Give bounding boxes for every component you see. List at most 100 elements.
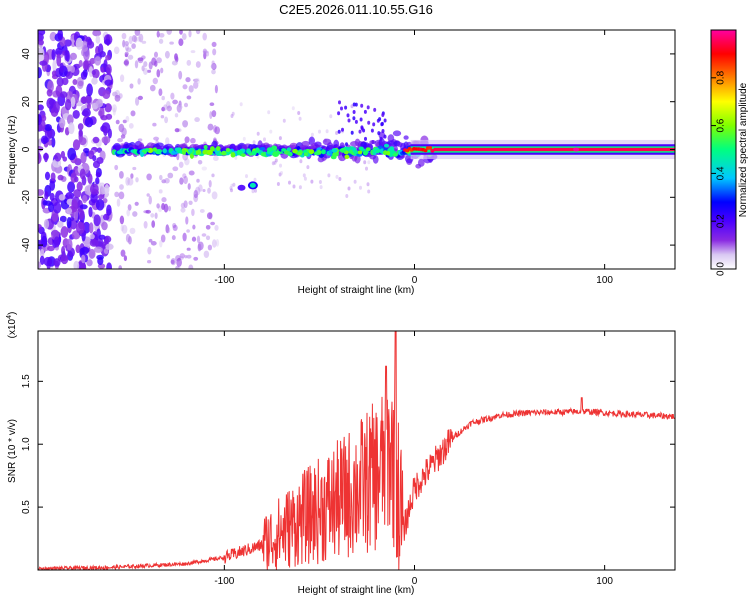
spectrogram-blob (303, 152, 309, 157)
spectrogram-blob (90, 191, 98, 204)
spectrogram-blob (241, 153, 246, 157)
spectrogram-blob (96, 254, 104, 260)
spectrogram-blob (64, 39, 72, 47)
spectrogram-blob (143, 61, 148, 68)
spectrogram-blob (365, 147, 371, 152)
spectrogram-blob (119, 184, 124, 190)
spectrogram-blob (123, 60, 129, 66)
spectrogram-blob (260, 152, 266, 157)
stable-band-core (433, 147, 675, 152)
spectrogram-blob (215, 146, 221, 151)
spectrogram-blob (225, 147, 231, 153)
spectrogram-blob (92, 136, 100, 144)
spectrogram-blob (318, 180, 322, 184)
spectrogram-blob (146, 173, 152, 181)
spectrogram-blob (354, 119, 358, 124)
spectrogram-blob (381, 129, 385, 133)
spectrogram-blob (73, 189, 82, 198)
spectrogram-heatmap (38, 30, 675, 269)
spectrogram-blob (114, 164, 119, 171)
x-tick-label: -100 (214, 576, 234, 587)
spectrogram-blob (66, 238, 73, 251)
spectrogram-blob (337, 129, 341, 134)
spectrogram-blob (64, 49, 69, 62)
spectrogram-blob (246, 149, 252, 154)
spectrogram-blob (206, 212, 213, 220)
spectrogram-blob (366, 105, 370, 110)
figure-title: C2E5.2026.011.10.55.G16 (279, 2, 433, 17)
spectrogram-blob (106, 262, 112, 269)
spectrogram-blob (383, 143, 390, 148)
spectrogram-blob (167, 205, 172, 212)
spectrogram-blob (100, 114, 108, 121)
spectrogram-blob (156, 203, 160, 209)
spectrogram-blob (97, 194, 105, 200)
spectrogram-blob (127, 177, 134, 186)
spectrogram-blob (353, 179, 357, 184)
spectrogram-blob (188, 170, 195, 176)
spectrogram-blob (102, 213, 110, 221)
spectrogram-blob (297, 111, 301, 115)
spectrogram-blob (211, 191, 218, 200)
spectrogram-blob (43, 256, 53, 267)
spectrogram-blob (70, 65, 75, 73)
spectrogram-blob (147, 260, 152, 264)
spectrogram-blob (211, 41, 217, 47)
spectrogram-blob (389, 150, 395, 155)
spectrogram-blob (573, 147, 580, 152)
spectrogram-blob (187, 149, 193, 153)
spectrogram-blob (350, 104, 354, 109)
spectrogram-blob (143, 210, 149, 214)
spectrogram-blob (366, 182, 370, 187)
spectrogram-blob (92, 155, 97, 162)
spectrogram-blob (128, 123, 134, 129)
spectrogram-blob (165, 137, 170, 146)
spectrogram-blob (174, 128, 180, 133)
spectrogram-blob (178, 161, 184, 168)
spectrogram-blob (281, 148, 287, 152)
spectrogram-blob (153, 136, 160, 141)
spectrogram-blob (242, 136, 246, 141)
spectrogram-blob (205, 235, 211, 241)
spectrogram-blob (122, 119, 127, 124)
spectrogram-blob (137, 57, 144, 64)
spectrogram-blob (38, 39, 44, 46)
spectrogram-blob (333, 139, 340, 149)
spectrogram-blob (38, 224, 42, 230)
y-tick-label: 0 (21, 146, 32, 152)
spectrogram-blob (156, 69, 161, 78)
spectrogram-blob (55, 47, 63, 56)
spectrogram-blob (77, 123, 84, 131)
spectrogram-blob (103, 247, 109, 255)
spectrogram-blob (230, 114, 234, 118)
spectrogram-blob (93, 214, 101, 227)
spectrogram-blob (170, 92, 175, 100)
spectrogram-blob (332, 152, 338, 157)
colorbar: 0.0 0.2 0.4 0.6 0.8 Normalized spectral ampl… (710, 29, 749, 276)
spectrogram-blob (252, 140, 256, 145)
spectrogram-blob (172, 223, 177, 229)
spectrogram-blob (67, 147, 77, 161)
spectrogram-blob (263, 137, 266, 142)
spectrogram-blob (215, 239, 220, 247)
spectrogram-blob (174, 56, 179, 62)
spectrogram-y-label: Frequency (Hz) (7, 116, 18, 185)
spectrogram-blob (66, 114, 74, 125)
spectrogram-blob (73, 260, 80, 269)
spectrogram-blob (230, 188, 233, 193)
spectrogram-blob (129, 83, 134, 89)
spectrogram-blob (183, 200, 188, 209)
spectrogram-blob (278, 136, 282, 141)
spectrogram-blob (367, 189, 371, 194)
x-tick-label: 100 (596, 275, 613, 286)
spectrogram-blob (163, 203, 169, 213)
spectrogram-blob (310, 179, 314, 184)
spectrogram-blob (231, 111, 235, 116)
spectrogram-blob (88, 66, 94, 78)
spectrogram-blob (72, 109, 80, 119)
spectrogram-blob (137, 95, 143, 101)
spectrogram-blob (84, 117, 94, 128)
spectrogram-blob (211, 173, 215, 178)
spectrogram-blob (266, 147, 273, 153)
spectrogram-blob (166, 30, 173, 35)
